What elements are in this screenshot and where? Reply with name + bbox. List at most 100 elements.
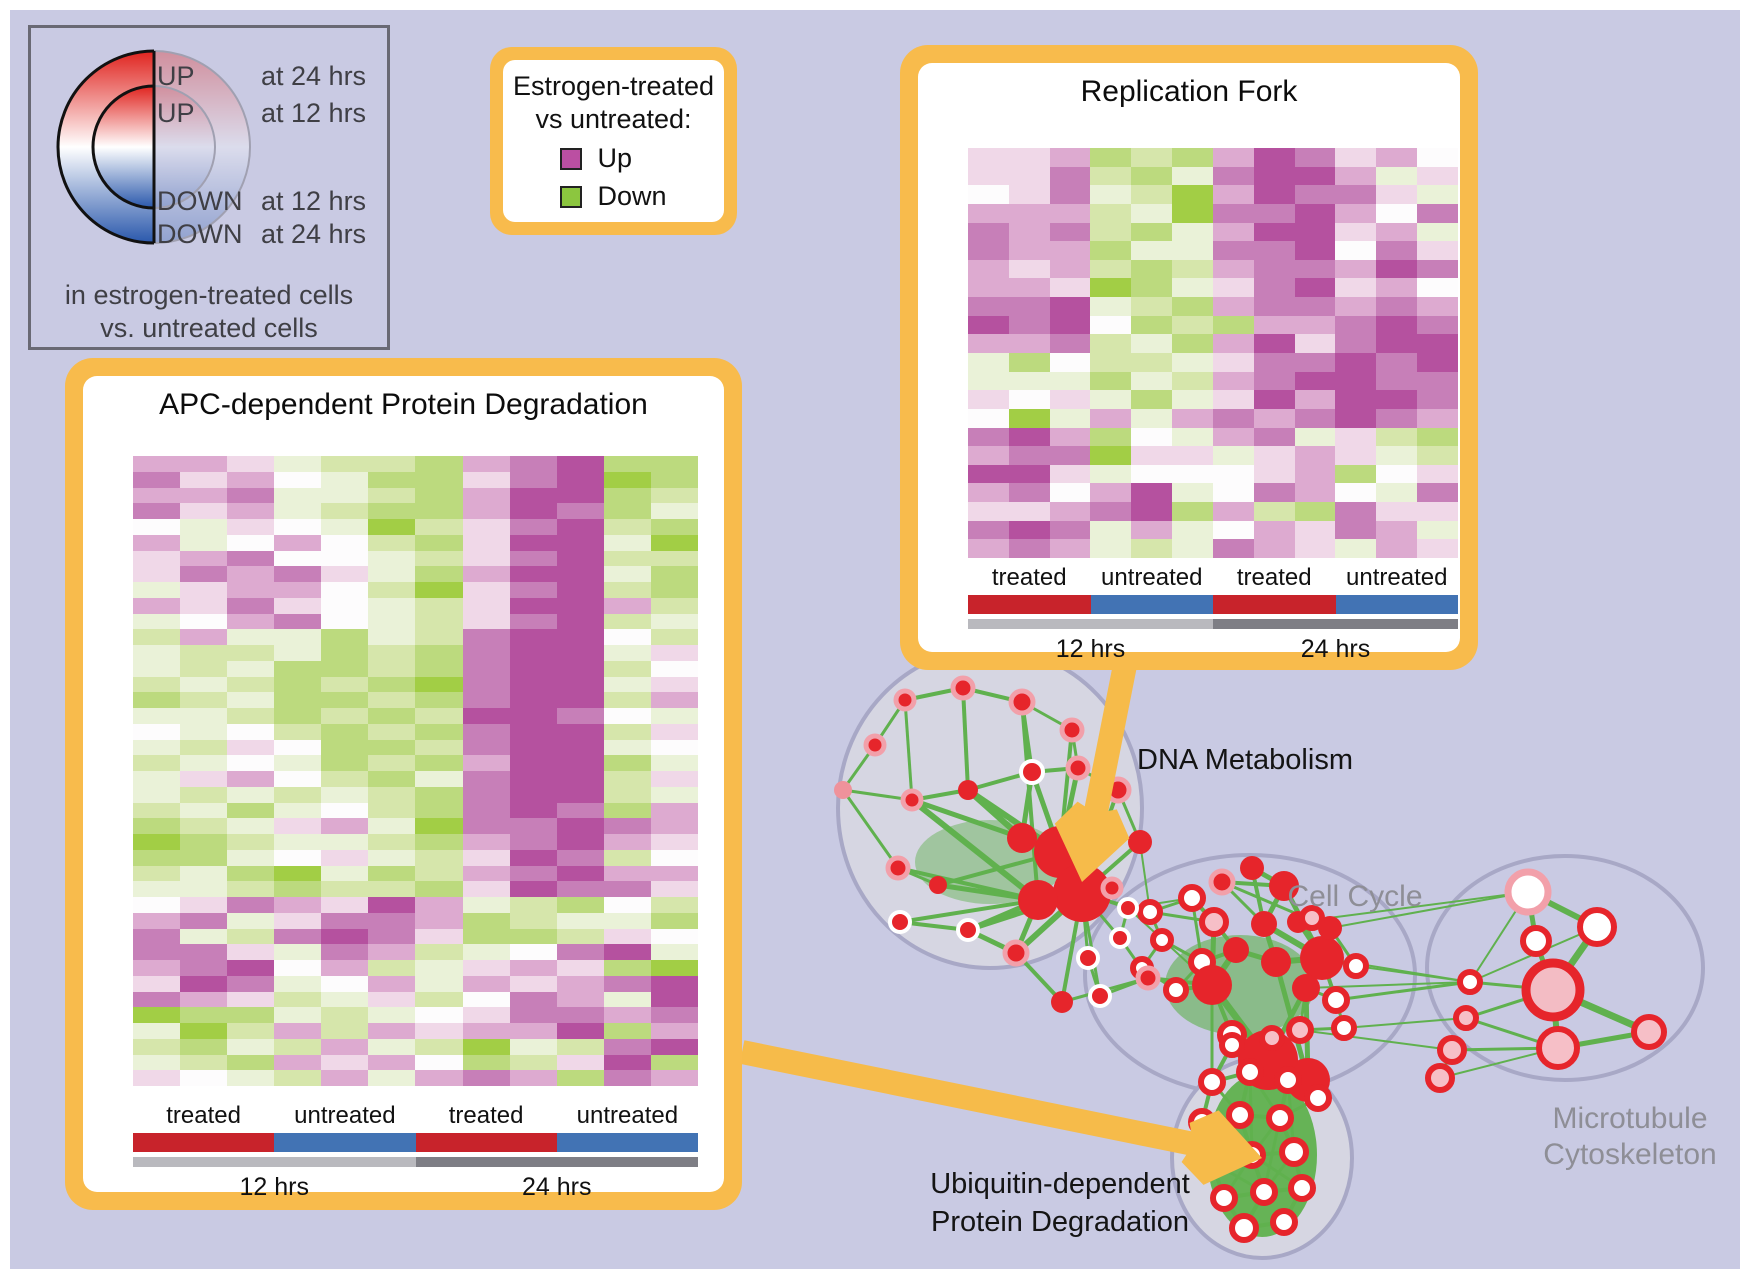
gene-node bbox=[1274, 1066, 1302, 1094]
heatmap-cell bbox=[133, 1038, 181, 1055]
arrow-replication-fork-to-dna-shaft bbox=[1081, 647, 1140, 828]
network-edge bbox=[911, 797, 1023, 841]
gene-node bbox=[1236, 1058, 1264, 1086]
gene-node bbox=[888, 910, 912, 934]
heatmap-cell bbox=[1090, 353, 1132, 372]
heatmap-cell bbox=[133, 503, 181, 519]
heatmap-cell bbox=[180, 692, 228, 708]
heatmap-cell bbox=[1253, 427, 1295, 447]
heatmap-cell bbox=[650, 613, 698, 630]
network-edge bbox=[1343, 1017, 1467, 1029]
heatmap-cell bbox=[1376, 222, 1418, 242]
updown-circle-graphic bbox=[56, 49, 251, 245]
heatmap-cell bbox=[1049, 464, 1091, 484]
heatmap-cell bbox=[415, 928, 463, 945]
heatmap-cell bbox=[1090, 278, 1132, 298]
heatmap-cell bbox=[603, 708, 651, 724]
arrow-apc-to-ubiquitin-shaft bbox=[739, 1040, 1208, 1159]
heatmap-cell bbox=[1376, 203, 1418, 223]
heatmap-cell bbox=[133, 865, 181, 882]
heatmap-cell bbox=[650, 676, 698, 693]
gene-node bbox=[1208, 868, 1236, 896]
heatmap-cell bbox=[968, 185, 1009, 204]
gene-node bbox=[956, 918, 980, 942]
heatmap-cell bbox=[180, 676, 228, 693]
heatmap-cell bbox=[1417, 427, 1458, 447]
heatmap-cell bbox=[1335, 390, 1377, 409]
heatmap-cell bbox=[1335, 259, 1377, 279]
heatmap-cell bbox=[180, 739, 228, 756]
heatmap-cell bbox=[1253, 502, 1295, 521]
gene-node bbox=[900, 788, 924, 812]
heatmap-cell bbox=[180, 487, 228, 504]
heatmap-cell bbox=[1049, 502, 1091, 521]
heatmap-cell bbox=[415, 755, 463, 771]
heatmap-cell bbox=[650, 550, 698, 567]
heatmap-cell bbox=[133, 739, 181, 756]
heatmap-cell bbox=[1131, 185, 1173, 204]
heatmap-cell bbox=[133, 534, 181, 551]
heatmap-cell bbox=[415, 723, 463, 740]
legend-footer-line2: vs. untreated cells bbox=[100, 313, 318, 343]
heatmap-cell bbox=[1008, 297, 1050, 316]
heatmap-cell bbox=[227, 739, 275, 756]
heatmap-cell bbox=[509, 471, 557, 488]
heatmap-cell bbox=[274, 519, 322, 535]
heatmap-cell bbox=[1008, 353, 1050, 372]
gene-node bbox=[893, 688, 917, 712]
heatmap-cell bbox=[556, 928, 604, 945]
heatmap-cell bbox=[1049, 390, 1091, 409]
rf-24hrs-label: 24 hrs bbox=[1300, 635, 1371, 663]
heatmap-cell bbox=[368, 708, 416, 724]
heatmap-cell bbox=[321, 723, 369, 740]
apc-24hrs-label: 24 hrs bbox=[522, 1173, 592, 1201]
heatmap-cell bbox=[1008, 166, 1050, 186]
heatmap-cell bbox=[274, 613, 322, 630]
heatmap-cell bbox=[603, 802, 651, 819]
heatmap-cell bbox=[556, 519, 604, 535]
heatmap-cell bbox=[321, 471, 369, 488]
heatmap-cell bbox=[227, 881, 275, 897]
heatmap-cell bbox=[462, 503, 510, 519]
heatmap-cell bbox=[368, 597, 416, 614]
heatmap-cell bbox=[1376, 483, 1418, 503]
heatmap-cell bbox=[227, 519, 275, 535]
heatmap-cell bbox=[1131, 166, 1173, 186]
heatmap-cell bbox=[509, 881, 557, 897]
heatmap-cell bbox=[603, 1038, 651, 1055]
heatmap-cell bbox=[1294, 315, 1336, 335]
gene-node bbox=[1453, 1005, 1479, 1031]
heatmap-cell bbox=[227, 629, 275, 645]
down-color-swatch bbox=[559, 185, 582, 208]
heatmap-cell bbox=[274, 597, 322, 614]
gene-node bbox=[1128, 830, 1152, 854]
heatmap-cell bbox=[1172, 334, 1213, 353]
gene-node bbox=[834, 781, 852, 799]
heatmap-cell bbox=[415, 975, 463, 992]
legend-up-12-dir: UP bbox=[157, 98, 195, 128]
heatmap-cell bbox=[1294, 148, 1336, 167]
legend-up-24-dir: UP bbox=[157, 61, 195, 91]
heatmap-cell bbox=[321, 550, 369, 567]
heatmap-cell bbox=[968, 464, 1009, 484]
heatmap-cell bbox=[462, 487, 510, 504]
heatmap-cell bbox=[603, 975, 651, 992]
heatmap-cell bbox=[274, 1038, 322, 1055]
gene-node bbox=[1219, 1032, 1245, 1058]
network-edge bbox=[1329, 891, 1529, 929]
heatmap-cell bbox=[180, 991, 228, 1008]
heatmap-cell bbox=[180, 660, 228, 677]
heatmap-cell bbox=[1049, 297, 1091, 316]
heatmap-cell bbox=[1253, 483, 1295, 503]
heatmap-cell bbox=[415, 960, 463, 976]
heatmap-cell bbox=[509, 975, 557, 992]
heatmap-cell bbox=[1090, 148, 1132, 167]
heatmap-cell bbox=[1335, 241, 1377, 260]
network-edge bbox=[1020, 701, 1040, 901]
heatmap-cell bbox=[1172, 502, 1213, 521]
heatmap-cell bbox=[462, 676, 510, 693]
heatmap-cell bbox=[368, 991, 416, 1008]
heatmap-cell bbox=[462, 660, 510, 677]
heatmap-cell bbox=[556, 991, 604, 1008]
gene-node bbox=[958, 780, 978, 800]
